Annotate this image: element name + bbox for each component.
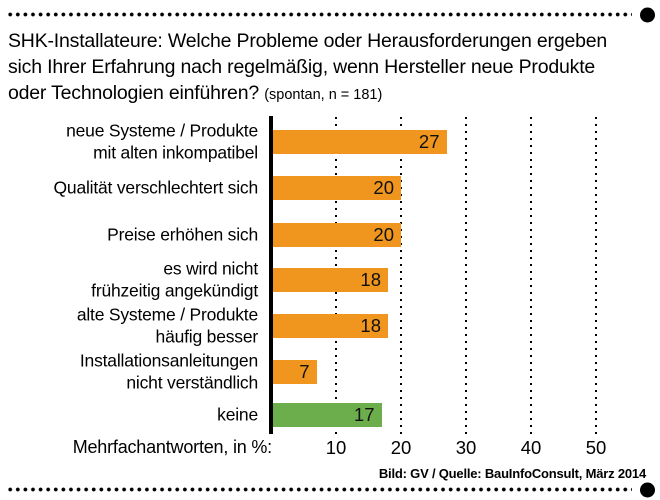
bar-value: 20 [373, 177, 394, 198]
gridline-50 [595, 117, 597, 438]
title-line-2: sich Ihrer Erfahrung nach regelmäßig, we… [8, 56, 596, 78]
credit-line: Bild: GV / Quelle: BauInfoConsult, März … [378, 466, 646, 481]
bar-value: 17 [353, 404, 375, 425]
bar-3: 20 [273, 223, 401, 247]
bar-value: 7 [299, 361, 310, 382]
bar-2: 20 [273, 176, 401, 200]
chart-title: SHK-Installateure: Welche Probleme oder … [8, 28, 656, 108]
top-rule-end-dot [640, 7, 655, 22]
bar-value: 27 [418, 131, 440, 152]
bar-5: 18 [273, 314, 388, 338]
bottom-rule-end-dot [640, 482, 655, 497]
bar-label: es wird nicht frühzeitig angekündigt [91, 258, 258, 301]
top-dotted-rule [8, 7, 655, 22]
bar-value: 18 [360, 269, 381, 290]
bar-7: 17 [273, 403, 382, 427]
bottom-dotted-rule [8, 482, 655, 497]
y-axis-line [269, 116, 273, 434]
bar-1: 27 [273, 130, 447, 154]
x-tick-20: 20 [390, 437, 412, 458]
bar-label: Qualität verschlechtert sich [53, 177, 259, 198]
title-line-1: SHK-Installateure: Welche Probleme oder … [8, 30, 608, 52]
bar-6: 7 [273, 360, 317, 384]
x-tick-10: 10 [325, 437, 347, 458]
bar-label: neue Systeme / Produkte mit alten inkompa… [66, 120, 258, 163]
x-tick-50: 50 [585, 437, 607, 458]
gridline-20 [400, 117, 402, 438]
bar-4: 18 [273, 268, 388, 292]
gridline-40 [530, 117, 532, 438]
x-tick-30: 30 [455, 437, 477, 458]
title-line-3: oder Technologien einführen? [8, 82, 259, 104]
bar-label: keine [217, 404, 258, 425]
bar-label: Installationsanleitungen nicht verständli… [79, 350, 258, 393]
gridline-30 [465, 117, 467, 438]
x-axis-label: Mehrfachantworten, in %: [72, 437, 273, 457]
x-tick-40: 40 [520, 437, 542, 458]
bar-value: 18 [360, 315, 381, 336]
bar-value: 20 [373, 224, 394, 245]
title-sample-note: (spontan, n = 181) [264, 87, 383, 103]
bar-label: alte Systeme / Produkte häufig besser [76, 304, 258, 347]
bar-label: Preise erhöhen sich [107, 224, 258, 245]
